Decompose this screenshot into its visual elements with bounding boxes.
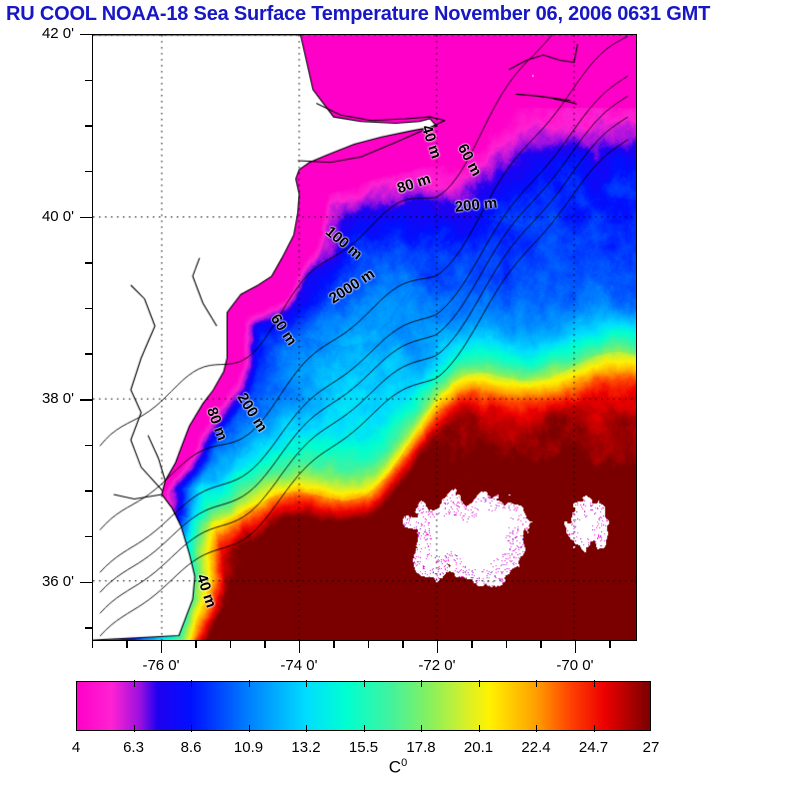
lon-tick	[160, 641, 163, 653]
lon-tick	[505, 641, 508, 648]
lon-tick	[540, 641, 542, 648]
colorbar-tick-label: 20.1	[463, 739, 494, 756]
lat-tick	[85, 170, 92, 173]
colorbar-tick	[478, 725, 480, 732]
lat-tick	[85, 262, 92, 264]
lon-tick	[609, 641, 611, 648]
colorbar-tick	[421, 680, 423, 687]
lon-tick	[574, 641, 577, 653]
lat-tick	[80, 581, 92, 584]
colorbar-tick	[306, 680, 308, 687]
lat-tick	[80, 34, 92, 36]
colorbar-tick-label: 24.7	[578, 739, 609, 756]
lat-tick	[80, 216, 92, 218]
colorbar-tick	[363, 680, 365, 687]
lon-tick	[229, 641, 232, 648]
colorbar-tick	[133, 680, 135, 687]
colorbar-tick-label: 17.8	[406, 739, 436, 756]
colorbar-tick	[536, 680, 538, 687]
lon-tick-label: -72 0'	[418, 657, 456, 674]
lon-tick	[264, 641, 266, 648]
colorbar-tick-label: 8.6	[180, 739, 202, 756]
lat-tick	[85, 353, 92, 355]
lat-tick	[85, 79, 92, 82]
lat-tick	[85, 444, 92, 447]
lon-tick	[471, 641, 473, 648]
temperature-colorbar[interactable]	[76, 681, 651, 731]
lat-tick-label: 42 0'	[41, 25, 74, 42]
lat-tick	[85, 627, 92, 629]
lat-tick	[85, 125, 92, 127]
lon-tick-label: -70 0'	[556, 657, 594, 674]
sea-surface-temperature-map[interactable]: 40 m 60 m 80 m 200 m 100 m 2000 m 60 m 200 m 80 …	[92, 34, 637, 641]
colorbar-tick-label: 15.5	[348, 739, 379, 756]
lat-tick-label: 40 0'	[41, 207, 74, 225]
colorbar-tick	[248, 680, 250, 687]
colorbar-tick	[536, 725, 538, 732]
colorbar-tick-label: 10.9	[233, 739, 264, 756]
colorbar-tick	[593, 725, 595, 732]
lon-tick	[333, 641, 335, 648]
colorbar-tick-label: 13.2	[291, 739, 321, 756]
colorbar-tick	[363, 725, 365, 732]
lon-tick	[298, 641, 301, 653]
colorbar-tick	[421, 725, 423, 732]
lon-tick	[402, 641, 404, 648]
colorbar-tick	[133, 725, 135, 732]
lat-tick	[80, 399, 92, 401]
lon-tick	[92, 641, 94, 648]
colorbar-gradient	[76, 681, 651, 731]
colorbar-tick	[478, 680, 480, 687]
colorbar-tick	[593, 680, 595, 687]
colorbar-tick-label: 22.4	[521, 739, 551, 756]
lat-tick	[85, 490, 92, 492]
page-title: RU COOL NOAA-18 Sea Surface Temperature …	[6, 3, 711, 25]
colorbar-tick-label: 4	[71, 739, 81, 756]
lon-tick	[436, 641, 439, 653]
colorbar-tick-label: 6.3	[123, 739, 144, 756]
lon-tick	[195, 641, 197, 648]
colorbar-tick	[191, 725, 193, 732]
colorbar-units-label: C0	[388, 757, 408, 777]
lat-tick	[85, 307, 92, 310]
lat-tick	[85, 536, 92, 538]
lon-tick-label: -76 0'	[142, 657, 180, 674]
lon-tick-label: -74 0'	[280, 657, 318, 674]
lat-tick-label: 36 0'	[41, 572, 74, 590]
colorbar-tick	[248, 725, 250, 732]
lon-tick	[367, 641, 370, 648]
colorbar-tick	[306, 725, 308, 732]
colorbar-tick	[191, 680, 193, 687]
sst-raster	[93, 35, 636, 640]
lon-tick	[126, 641, 128, 648]
colorbar-tick-label: 27	[642, 739, 660, 756]
lat-tick-label: 38 0'	[41, 390, 74, 408]
